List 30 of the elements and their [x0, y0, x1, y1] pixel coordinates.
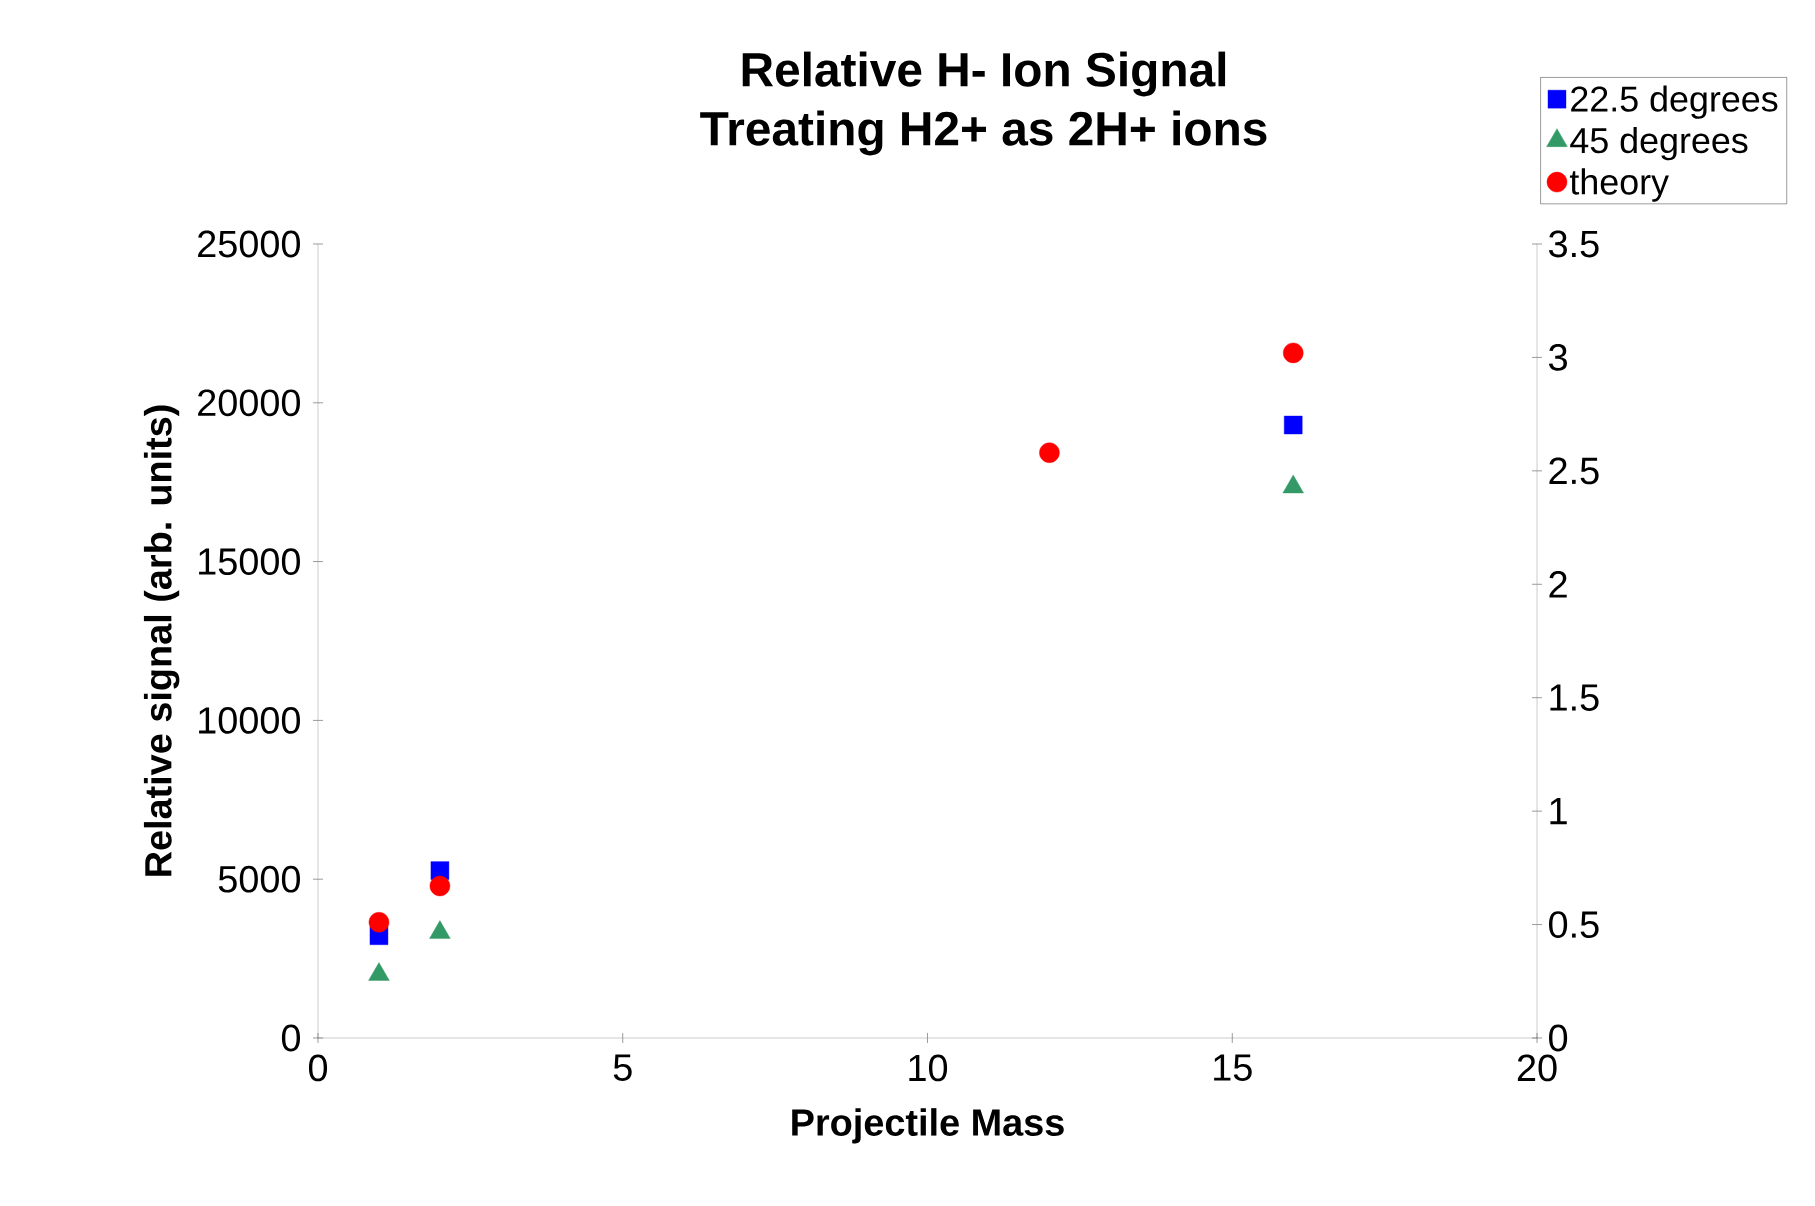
point: [368, 912, 390, 933]
y2-tick-label: 1: [1550, 798, 1567, 825]
y-tick-label: 25000: [198, 230, 300, 258]
chart-title: Relative H- Ion Signal: [742, 51, 1226, 97]
x-tick-label: 20: [1517, 1054, 1557, 1082]
x-tick-label: 0: [308, 1054, 328, 1082]
legend-label: 45 degrees: [1570, 126, 1748, 161]
y-tick-label: 15000: [199, 548, 300, 575]
y2-tick-label: 1.5: [1550, 684, 1599, 711]
y2-tick-label: 2.5: [1549, 457, 1599, 485]
x-tick-label: 15: [1214, 1054, 1252, 1081]
point: [1039, 442, 1060, 463]
y-axis-title: Relative signal (arb. units): [143, 405, 180, 876]
y-tick-label: 5000: [218, 865, 300, 893]
y-tick-label: 20000: [198, 389, 300, 417]
y2-tick-label: 2: [1549, 571, 1567, 598]
point: [1283, 342, 1304, 364]
x-axis-title: Projectile Mass: [792, 1108, 1064, 1144]
point: [429, 875, 451, 897]
legend-label: theory: [1569, 168, 1669, 202]
y2-tick-label: 3.5: [1548, 230, 1599, 258]
y-tick-label: 10000: [199, 706, 300, 734]
y2-tick-label: 3: [1548, 344, 1567, 371]
chart-subtitle: Treating H2+ as 2H+ ions: [700, 110, 1267, 156]
y2-tick-label: 0: [1549, 1024, 1568, 1052]
x-tick-label: 10: [909, 1054, 948, 1082]
y2-tick-label: 0.5: [1549, 911, 1599, 938]
x-tick-label: 5: [613, 1054, 632, 1081]
legend-label: 22.5 degrees: [1571, 85, 1778, 119]
y-tick-label: 0: [281, 1024, 301, 1052]
